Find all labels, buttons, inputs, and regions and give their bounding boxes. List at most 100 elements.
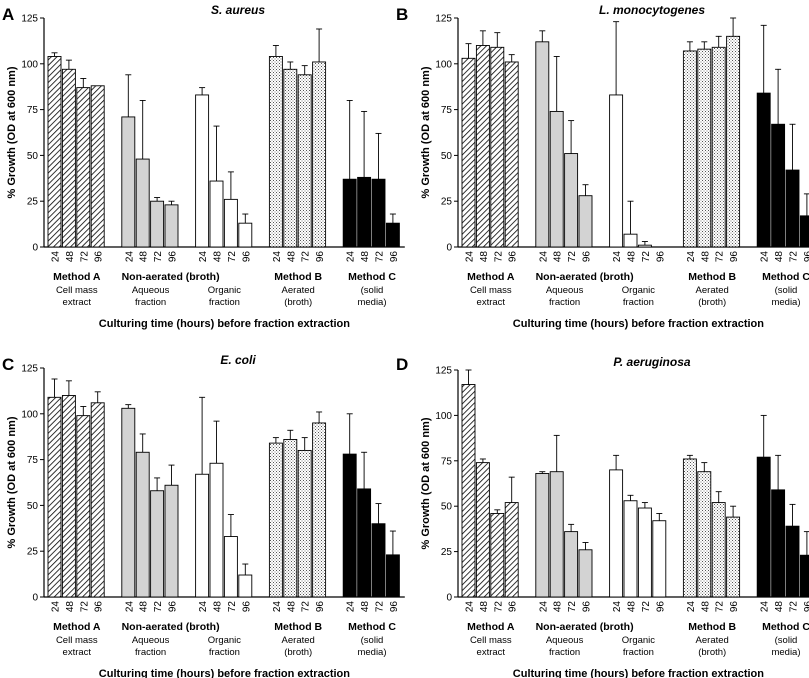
group-label: Method A <box>467 271 515 283</box>
group-sublabel: Aerated <box>282 285 315 296</box>
group-label: Non-aerated (broth) <box>122 271 220 283</box>
bar <box>371 523 386 598</box>
bar <box>697 48 712 248</box>
y-tick-label: 50 <box>27 151 39 162</box>
panel-letter: D <box>396 355 408 374</box>
group-sublabel: Organic <box>208 635 242 646</box>
bar <box>504 502 519 598</box>
bar <box>711 46 726 248</box>
bar <box>578 549 593 598</box>
bar <box>771 123 786 248</box>
group-sublabel: fraction <box>623 297 654 308</box>
series-group: 24 48 72 96 <box>682 17 740 263</box>
series-group: 24 48 72 96 <box>342 413 400 613</box>
group-sublabel: media) <box>357 647 386 658</box>
y-tick-label: 25 <box>441 547 453 558</box>
group-label: Method B <box>274 271 322 283</box>
x-tick-label: 72 <box>153 601 164 613</box>
group-sublabel: Aqueous <box>132 635 170 646</box>
x-tick-label: 24 <box>51 601 62 613</box>
series-group: 24 48 72 96 <box>195 87 253 263</box>
bar <box>238 222 253 248</box>
x-axis-label: Culturing time (hours) before fraction e… <box>99 318 350 330</box>
y-tick-label: 75 <box>441 105 453 116</box>
x-tick-label: 24 <box>538 601 549 613</box>
series-group: 24 48 72 96 <box>121 404 179 613</box>
x-tick-label: 72 <box>567 601 578 613</box>
y-tick-label: 75 <box>27 105 39 116</box>
group-sublabel: fraction <box>549 647 580 658</box>
x-tick-label: 24 <box>538 251 549 263</box>
x-tick-label: 24 <box>198 601 209 613</box>
group-label: Method C <box>348 271 396 283</box>
x-tick-label: 48 <box>139 251 150 263</box>
x-tick-label: 72 <box>641 601 652 613</box>
bar <box>312 422 327 598</box>
group-sublabel: (solid <box>361 635 384 646</box>
bar <box>297 449 312 598</box>
bar <box>623 233 638 248</box>
series-group: 24 48 72 96 <box>609 454 667 613</box>
group-label: Method C <box>762 621 809 633</box>
group-sublabel: Aerated <box>696 285 729 296</box>
group-sublabel: Organic <box>208 285 242 296</box>
bar <box>135 158 150 248</box>
x-tick-label: 96 <box>168 251 179 263</box>
group-sublabel: (broth) <box>284 647 312 658</box>
bar <box>564 531 579 598</box>
group-label: Method B <box>688 621 736 633</box>
series-group: 24 48 72 96 <box>342 99 400 263</box>
group-sublabel: fraction <box>209 297 240 308</box>
group-sublabel: (solid <box>361 285 384 296</box>
y-tick-label: 100 <box>21 409 38 420</box>
bar <box>475 462 490 598</box>
bar <box>61 68 76 248</box>
bar <box>342 453 357 598</box>
bar <box>371 178 386 248</box>
group-sublabel: fraction <box>135 297 166 308</box>
bar <box>475 45 490 248</box>
x-tick-label: 72 <box>789 601 800 613</box>
bar <box>785 169 800 248</box>
group-sublabel: Organic <box>622 285 656 296</box>
x-tick-label: 72 <box>493 251 504 263</box>
group-sublabel: fraction <box>209 647 240 658</box>
group-label: Method A <box>53 621 101 633</box>
bar <box>164 484 179 598</box>
bar <box>490 513 505 598</box>
bar <box>652 520 667 598</box>
bar <box>711 502 726 598</box>
group-sublabel: Cell mass <box>56 635 98 646</box>
x-tick-label: 96 <box>508 251 519 263</box>
y-axis-label: % Growth (OD at 600 nm) <box>420 66 432 198</box>
x-tick-label: 24 <box>346 601 357 613</box>
y-tick-label: 75 <box>441 456 453 467</box>
x-tick-label: 96 <box>241 251 252 263</box>
x-axis-label: Culturing time (hours) before fraction e… <box>513 318 764 330</box>
bar <box>357 176 372 248</box>
x-tick-label: 72 <box>301 251 312 263</box>
x-tick-label: 24 <box>686 251 697 263</box>
x-tick-label: 72 <box>227 251 238 263</box>
series-group: 24 48 72 96 <box>121 74 179 263</box>
group-sublabel: Aqueous <box>546 285 584 296</box>
bar <box>90 85 105 248</box>
bar <box>682 458 697 598</box>
bar <box>726 516 741 598</box>
x-tick-label: 48 <box>213 601 224 613</box>
series-group: 24 48 72 96 <box>461 369 519 612</box>
bar <box>61 395 76 598</box>
series-group: 24 48 72 96 <box>47 378 105 613</box>
group-sublabel: extract <box>63 297 92 308</box>
bar <box>549 471 564 598</box>
x-tick-label: 96 <box>655 251 666 263</box>
y-tick-label: 25 <box>27 547 39 558</box>
y-tick-label: 0 <box>446 593 452 604</box>
x-axis-label: Culturing time (hours) before fraction e… <box>99 668 350 678</box>
group-label: Method A <box>53 271 101 283</box>
bar <box>461 57 476 248</box>
series-group: 24 48 72 96 <box>535 434 593 613</box>
x-tick-label: 72 <box>153 251 164 263</box>
x-tick-label: 72 <box>375 251 386 263</box>
bar <box>209 180 224 248</box>
